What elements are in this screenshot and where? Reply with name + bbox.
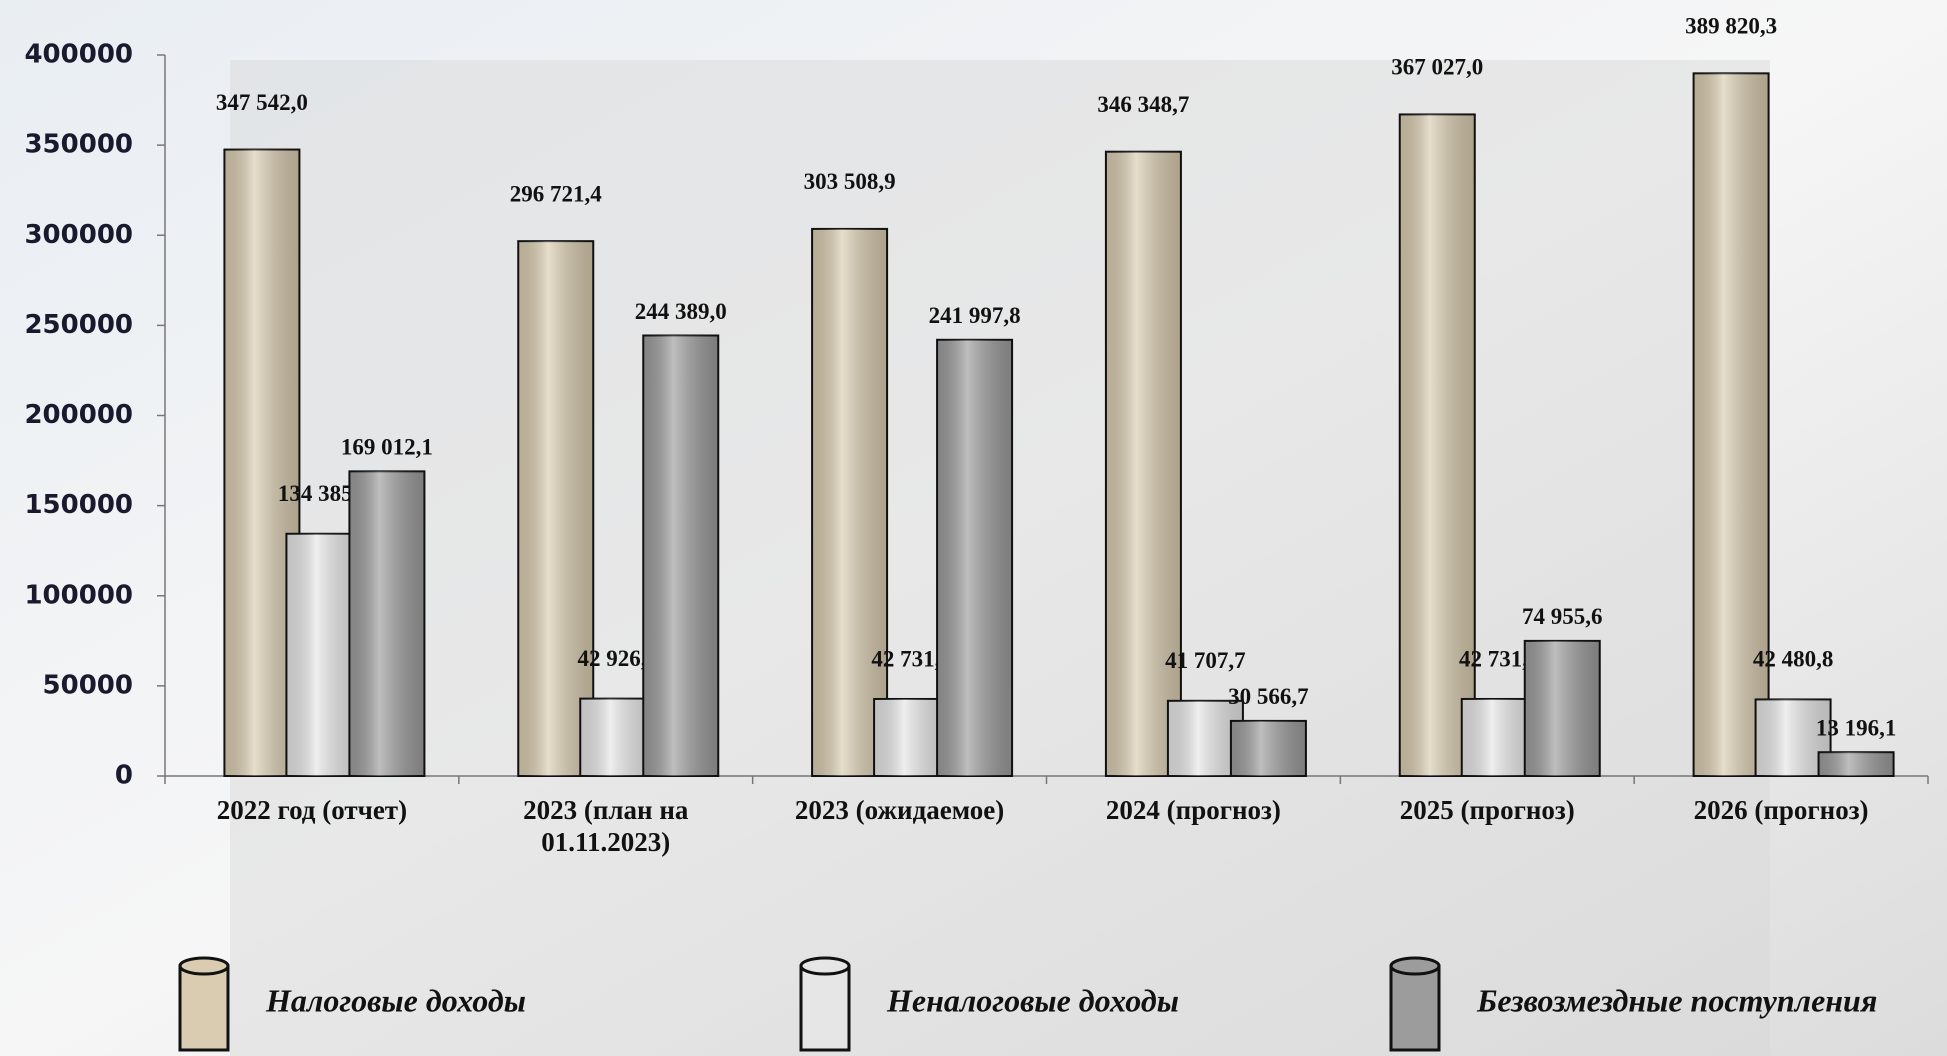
bar	[1817, 751, 1895, 778]
y-tick-label: 200000	[24, 400, 133, 430]
value-label: 244 389,0	[635, 299, 727, 324]
y-tick-label: 100000	[24, 580, 133, 610]
value-label: 241 997,8	[929, 303, 1021, 328]
value-label: 41 707,7	[1165, 648, 1246, 673]
x-tick-label: 2023 (план на 01.11.2023)	[523, 795, 689, 857]
value-label: 347 542,0	[216, 90, 308, 115]
x-tick-label-box: 2024 (прогноз)	[1105, 795, 1281, 825]
x-tick-label-box: 2023 (ожидаемое)	[794, 795, 1005, 825]
x-tick-label-box: 2022 год (отчет)	[216, 795, 408, 825]
y-tick-label: 400000	[24, 40, 133, 70]
legend-label: Неналоговые доходы	[886, 982, 1179, 1018]
bar	[811, 227, 889, 777]
legend-swatch-top	[799, 956, 851, 976]
x-tick-label: 2024 (прогноз)	[1105, 795, 1281, 825]
value-label: 169 012,1	[341, 435, 433, 460]
value-label: 346 348,7	[1097, 92, 1189, 117]
legend-swatch-top	[178, 956, 230, 976]
y-tick-label: 150000	[24, 490, 133, 520]
y-tick-label: 250000	[24, 310, 133, 340]
bar	[1104, 150, 1182, 777]
x-tick-label-box: 2023 (план на 01.11.2023)	[523, 795, 689, 857]
y-tick-label: 50000	[43, 670, 133, 700]
y-tick-label: 300000	[24, 220, 133, 250]
x-tick-label: 2022 год (отчет)	[216, 795, 408, 825]
value-label: 367 027,0	[1391, 55, 1483, 80]
bar	[1523, 639, 1601, 777]
bar	[642, 334, 720, 777]
legend-label: Безвозмездные поступления	[1476, 982, 1877, 1018]
legend-swatch	[178, 964, 230, 1052]
y-tick-label: 350000	[24, 130, 133, 160]
x-tick-label-box: 2025 (прогноз)	[1399, 795, 1575, 825]
value-label: 296 721,4	[510, 181, 603, 206]
x-tick-label: 2026 (прогноз)	[1693, 795, 1869, 825]
x-tick-label-box: 2026 (прогноз)	[1693, 795, 1869, 825]
value-label: 303 508,9	[804, 169, 896, 194]
bar	[1398, 113, 1476, 777]
value-label: 74 955,6	[1522, 604, 1603, 629]
bar	[1229, 719, 1307, 777]
y-tick-label: 0	[115, 761, 133, 791]
value-label: 30 566,7	[1228, 684, 1309, 709]
value-label: 13 196,1	[1816, 715, 1897, 740]
legend-swatch-top	[1389, 956, 1441, 976]
bar	[348, 470, 426, 777]
bar	[517, 240, 595, 778]
value-label: 42 480,8	[1753, 647, 1834, 672]
value-label: 389 820,3	[1685, 14, 1777, 39]
x-tick-label: 2023 (ожидаемое)	[794, 795, 1005, 825]
legend-label: Налоговые доходы	[265, 982, 526, 1018]
x-tick-label: 2025 (прогноз)	[1399, 795, 1575, 825]
bar	[936, 338, 1014, 777]
legend-swatch	[799, 964, 851, 1052]
legend-swatch	[1389, 964, 1441, 1052]
